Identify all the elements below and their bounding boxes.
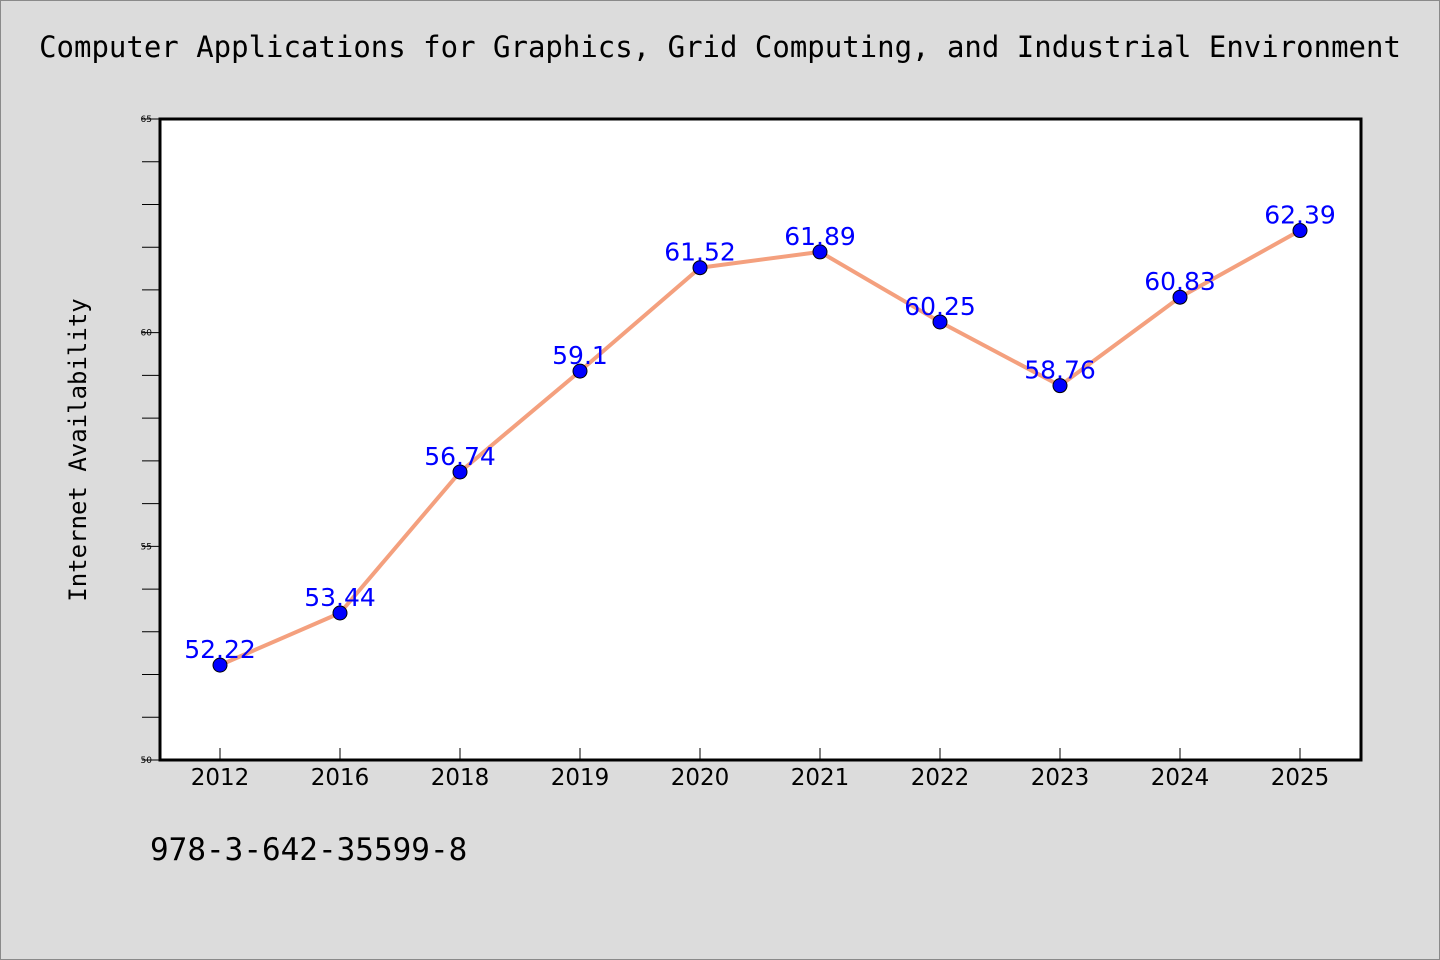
data-label: 60.83 (1144, 267, 1216, 296)
x-tick-label: 2012 (191, 765, 250, 791)
data-point (1172, 289, 1188, 305)
x-tick-label: 2022 (911, 765, 970, 791)
x-tick-label: 2020 (671, 765, 730, 791)
data-point (452, 464, 468, 480)
data-point (932, 314, 948, 330)
data-label: 59.1 (552, 341, 608, 370)
data-point (332, 605, 348, 621)
y-tick-label: 50 (141, 756, 153, 766)
x-tick-label: 2023 (1031, 765, 1090, 791)
data-label: 52.22 (184, 635, 256, 664)
y-tick-label: 65 (141, 115, 152, 125)
y-axis: 50 55 60 65 (141, 115, 160, 766)
data-labels: 52.22 53.44 56.74 59.1 61.52 61.89 60.25 58.76 6… (184, 201, 1336, 665)
y-tick-label: 55 (141, 542, 152, 552)
x-tick-label: 2016 (311, 765, 370, 791)
x-tick-label: 2018 (431, 765, 490, 791)
data-label: 61.89 (784, 222, 856, 251)
data-label: 56.74 (424, 442, 496, 471)
data-point (1292, 223, 1308, 239)
data-point (692, 260, 708, 276)
data-point (572, 363, 588, 379)
x-tick-label: 2021 (791, 765, 850, 791)
x-axis: 2012 2016 2018 2019 2020 2021 2022 2023 2024 2025 (191, 748, 1330, 791)
data-point (812, 244, 828, 260)
x-tick-label: 2025 (1271, 765, 1330, 791)
data-point (1052, 378, 1068, 394)
x-tick-label: 2019 (551, 765, 610, 791)
y-tick-label: 60 (141, 329, 153, 339)
y-axis-label: Internet Availability (64, 298, 92, 601)
series-line (219, 228, 1301, 667)
data-label: 53.44 (304, 583, 376, 612)
data-point (212, 657, 228, 673)
x-tick-label: 2024 (1151, 765, 1210, 791)
chart-title: Computer Applications for Graphics, Grid… (39, 30, 1401, 64)
data-label: 60.25 (904, 292, 976, 321)
data-label: 61.52 (664, 238, 736, 267)
data-label: 58.76 (1024, 356, 1096, 385)
footer-code: 978-3-642-35599-8 (150, 832, 468, 868)
series-markers (212, 223, 1308, 673)
plot-area (158, 117, 1363, 762)
data-label: 62.39 (1264, 201, 1336, 230)
